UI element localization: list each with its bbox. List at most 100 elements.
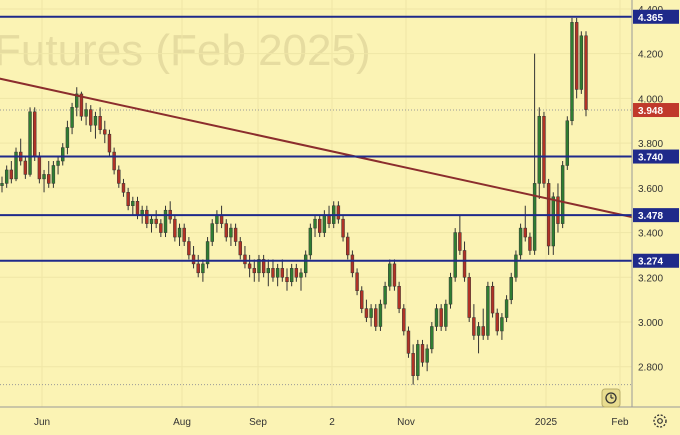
candle — [434, 308, 439, 327]
candle — [523, 227, 527, 238]
level-label: 3.274 — [638, 257, 663, 268]
settings-gear-icon[interactable] — [653, 414, 667, 428]
level-label-box — [633, 253, 679, 268]
candle — [257, 259, 261, 274]
candle — [430, 326, 434, 350]
candle — [341, 218, 345, 238]
gridlines — [0, 0, 632, 407]
plot-background — [0, 0, 632, 407]
x-tick-label: Sep — [249, 417, 267, 428]
candle — [140, 209, 144, 215]
candle — [486, 285, 490, 336]
candle — [261, 259, 266, 274]
candle — [425, 348, 429, 363]
candle — [448, 277, 453, 305]
candle — [266, 268, 271, 274]
candle — [542, 116, 546, 184]
candle — [159, 223, 163, 233]
candle — [247, 263, 252, 269]
candle — [392, 263, 397, 287]
candle — [131, 201, 135, 206]
candle — [280, 268, 285, 278]
candle — [411, 353, 415, 376]
x-axis: Jun Aug Sep 2 Nov 2025 Feb — [34, 417, 629, 428]
y-tick-label: 4.000 — [638, 94, 663, 105]
candle — [369, 308, 373, 318]
time-navigation-icon[interactable] — [601, 388, 621, 408]
candle — [388, 263, 392, 287]
candle — [42, 174, 46, 180]
candle — [70, 107, 74, 128]
candle — [374, 308, 378, 327]
candle — [532, 183, 537, 251]
candle — [560, 165, 565, 224]
level-label: 3.478 — [638, 211, 663, 222]
trend-line — [0, 77, 653, 223]
candle — [210, 223, 214, 242]
candle — [163, 209, 168, 233]
candle — [14, 151, 18, 180]
candle — [378, 303, 383, 327]
candle — [579, 35, 584, 90]
candle — [28, 111, 32, 175]
candle — [364, 308, 369, 318]
candle — [47, 174, 51, 184]
candle — [9, 169, 14, 180]
candle — [514, 254, 518, 278]
candle — [518, 227, 523, 256]
candle — [322, 214, 327, 233]
level-label: 3.740 — [638, 153, 663, 164]
candle — [56, 160, 60, 166]
candle — [4, 169, 9, 184]
candle — [154, 218, 158, 224]
candle — [191, 254, 196, 265]
candle — [117, 169, 121, 184]
candle — [500, 317, 504, 332]
candle — [84, 109, 88, 117]
candle — [467, 277, 471, 318]
candle — [556, 196, 560, 224]
candle — [360, 290, 364, 309]
candle — [243, 254, 247, 265]
candle — [509, 277, 513, 300]
x-tick-label: Feb — [611, 417, 629, 428]
candle — [177, 227, 182, 238]
candle — [294, 268, 299, 278]
y-tick-label: 3.800 — [638, 139, 663, 150]
candle — [528, 236, 532, 251]
candle — [205, 241, 210, 265]
candle — [383, 285, 387, 305]
x-tick-label: Jun — [34, 417, 50, 428]
candle — [308, 227, 313, 256]
candle — [23, 160, 28, 175]
y-tick-label: 2.800 — [638, 363, 663, 374]
candle — [476, 326, 481, 336]
y-tick-label: 3.200 — [638, 273, 663, 284]
level-label-box — [633, 149, 679, 164]
candle — [355, 272, 359, 291]
last-price-label: 3.948 — [638, 106, 663, 117]
candle — [346, 236, 350, 256]
candle — [397, 285, 401, 309]
candle — [504, 299, 509, 318]
candle — [350, 254, 355, 274]
candle — [93, 116, 98, 126]
candle — [98, 116, 102, 130]
candle — [406, 330, 411, 354]
candle — [574, 22, 579, 90]
candle — [299, 272, 303, 278]
candle — [37, 156, 42, 180]
candle — [416, 344, 420, 376]
candle — [453, 232, 457, 278]
candle — [271, 268, 275, 278]
candle — [75, 93, 79, 108]
candle — [107, 133, 112, 153]
level-label-box — [633, 9, 679, 24]
candle — [303, 254, 308, 274]
candle — [51, 165, 56, 184]
candle — [145, 209, 149, 224]
candle — [472, 317, 476, 336]
candle — [313, 218, 317, 229]
candle — [458, 232, 462, 251]
